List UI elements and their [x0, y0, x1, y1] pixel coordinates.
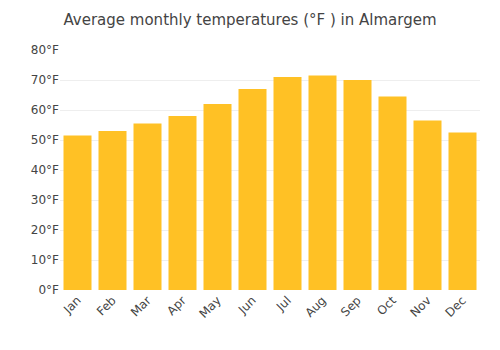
- svg-text:Jul: Jul: [273, 293, 294, 314]
- svg-text:40°F: 40°F: [31, 163, 59, 177]
- svg-text:Nov: Nov: [407, 293, 433, 319]
- svg-text:70°F: 70°F: [31, 73, 59, 87]
- svg-text:30°F: 30°F: [31, 193, 59, 207]
- svg-text:50°F: 50°F: [31, 133, 59, 147]
- svg-text:Average monthly temperatures (: Average monthly temperatures (°F ) in Al…: [63, 11, 436, 29]
- svg-text:Jun: Jun: [235, 293, 259, 317]
- svg-text:Jan: Jan: [60, 293, 84, 317]
- svg-text:May: May: [196, 293, 223, 320]
- svg-text:Feb: Feb: [94, 293, 119, 318]
- svg-text:20°F: 20°F: [31, 223, 59, 237]
- svg-text:Aug: Aug: [302, 293, 328, 319]
- svg-text:Oct: Oct: [374, 293, 399, 318]
- svg-text:Apr: Apr: [164, 293, 189, 318]
- svg-text:80°F: 80°F: [31, 43, 59, 57]
- svg-text:Sep: Sep: [338, 293, 364, 319]
- svg-text:10°F: 10°F: [31, 253, 59, 267]
- svg-text:60°F: 60°F: [31, 103, 59, 117]
- svg-text:Mar: Mar: [128, 293, 154, 319]
- svg-text:Dec: Dec: [443, 293, 469, 319]
- svg-text:0°F: 0°F: [38, 283, 59, 297]
